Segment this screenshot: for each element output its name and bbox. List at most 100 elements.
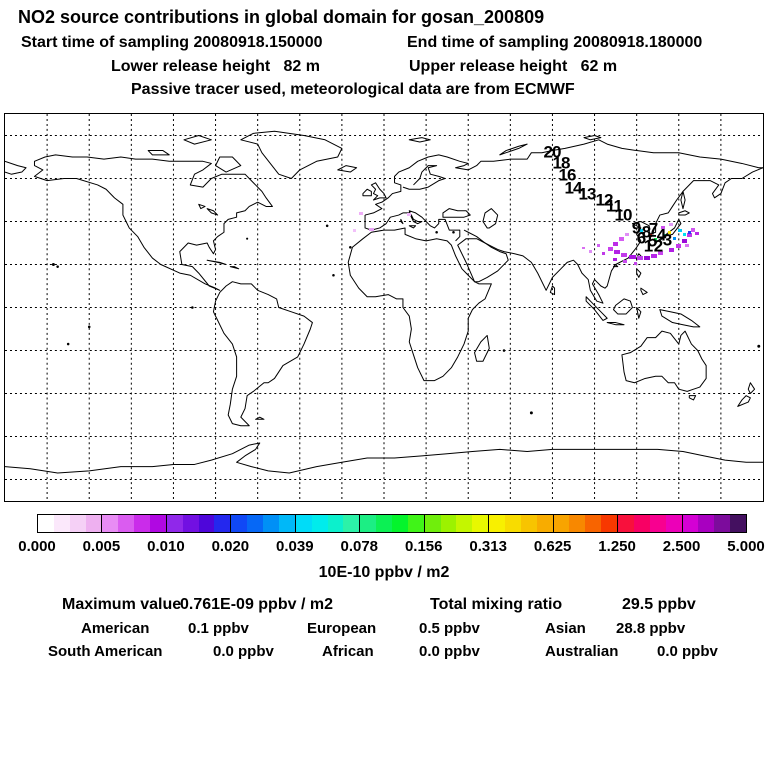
plume-pixel [654,238,657,241]
colorbar-cell [166,515,183,532]
plume-pixel [613,242,618,246]
colorbar-cell [472,515,489,532]
plume-pixel [625,233,629,236]
plume-pixel [353,229,356,232]
trajectory-hour-label: 20 [543,142,562,162]
plume-pixel [608,247,613,251]
colorbar-units-label: 10E-10 ppbv / m2 [318,564,450,581]
colorbar-cell [295,515,312,532]
trajectory-hour-label: 6 [636,228,647,248]
lower-release-label: Lower release height 82 m [111,58,320,75]
colorbar-cell [665,515,682,532]
maximum-value: 0.761E-09 ppbv / m2 [180,596,333,613]
colorbar-cell [343,515,360,532]
colorbar-cell [263,515,279,532]
plume-pixel [614,250,620,254]
colorbar-cell [69,515,86,532]
plume-pixel [582,247,585,249]
plume-pixel [649,234,652,237]
colorbar-segment [552,515,618,532]
plume-pixel [676,244,681,248]
colorbar-cell [231,515,248,532]
plume-pixel [407,213,411,216]
colorbar-cell [150,515,166,532]
plume-pixel [629,255,636,259]
colorbar-cell [730,515,746,532]
region-label-asian: Asian [545,620,586,637]
plume-pixel [658,251,663,255]
colorbar-segment [617,515,682,532]
total-mixing-ratio-label: Total mixing ratio [430,596,563,613]
colorbar-cell [682,515,699,532]
tracer-note-label: Passive tracer used, meteorological data… [131,81,575,98]
colorbar-tick-label: 0.156 [404,538,443,555]
colorbar-cell [198,515,215,532]
plume-pixel [639,229,643,232]
world-map [4,113,764,502]
total-mixing-ratio-value: 29.5 ppbv [622,596,696,613]
colorbar-tick-label: 5.000 [727,538,765,555]
colorbar-cell [553,515,570,532]
trajectory-hour-label: 14 [564,178,583,198]
plume-pixel [682,239,687,243]
end-time-label: End time of sampling 20080918.180000 [407,34,703,51]
plume-pixel [668,231,671,234]
colorbar-segment [681,515,746,532]
colorbar-cell [391,515,408,532]
plume-pixel [691,228,695,232]
colorbar-cell [327,515,344,532]
colorbar-cell [536,515,553,532]
colorbar-segment [38,515,102,532]
trajectory-hour-label: 2 [653,236,664,256]
trajectory-hour-label: 13 [578,184,597,204]
colorbar-cell [569,515,586,532]
colorbar-cell [440,515,457,532]
colorbar-cell [360,515,377,532]
colorbar-cell [601,515,618,532]
colorbar-cell [424,515,441,532]
trajectory-hour-label: 9 [631,218,642,238]
trajectory-hour-label: 1 [643,236,654,256]
colorbar-tick-label: 0.039 [276,538,314,555]
colorbar-tick-label: 0.005 [82,538,121,555]
region-label-american: American [81,620,150,637]
plume-pixel [613,258,617,261]
colorbar-tick-label: 2.500 [662,538,701,555]
colorbar-cell [649,515,666,532]
plume-pixel [669,223,673,226]
plume-pixel [688,231,691,234]
plume-pixel [619,237,624,241]
colorbar-cell [520,515,537,532]
trajectory-hour-label: 16 [558,165,577,185]
region-value-australian: 0.0 ppbv [657,643,718,660]
plume-pixel [644,256,650,260]
plume-pixel [637,256,643,260]
trajectory-hour-label: 7 [648,219,659,239]
plume-pixel [661,226,665,229]
plume-pixel [695,232,699,235]
colorbar-cell [214,515,231,532]
region-value-european: 0.5 ppbv [419,620,480,637]
plume-pixel [685,244,689,247]
colorbar-cell [118,515,135,532]
plume-pixel [673,237,676,240]
plume-pixel [589,250,592,253]
colorbar-segment [294,515,360,532]
colorbar [37,514,747,533]
trajectory-hour-label: 5 [647,231,658,251]
colorbar-cell [714,515,731,532]
plume-pixel [651,254,657,258]
plume-pixel [687,233,692,237]
maximum-value-label: Maximum value [62,596,182,613]
trajectory-hour-label: 8 [641,222,652,242]
plume-pixel [634,262,637,265]
colorbar-cell [585,515,602,532]
colorbar-cell [182,515,199,532]
upper-release-label: Upper release height 62 m [409,58,618,75]
region-value-african: 0.0 ppbv [419,643,480,660]
plume-pixel [623,260,627,263]
region-value-american: 0.1 ppbv [188,620,249,637]
colorbar-cell [38,515,54,532]
colorbar-tick-labels: 0.000 0.005 0.010 0.020 0.039 0.078 0.156 0.313… [0,538,768,556]
